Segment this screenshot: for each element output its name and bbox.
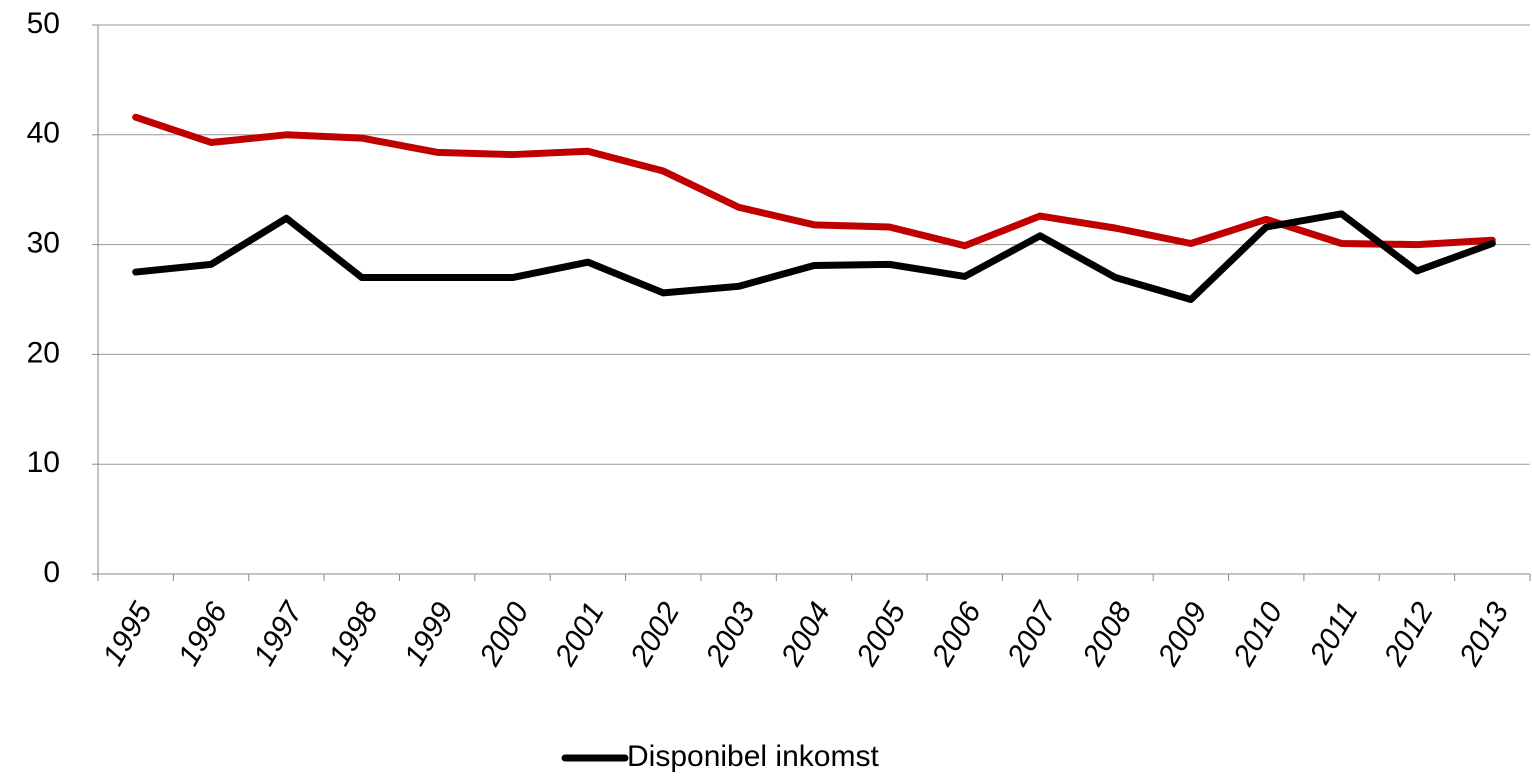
x-tick-label: 1995 [97, 597, 159, 672]
line-series [132, 210, 1496, 303]
x-tick-label: 2011 [1303, 597, 1364, 670]
x-tick-label: 2012 [1377, 597, 1440, 672]
x-tick-label: 2006 [925, 597, 988, 672]
x-tick-label: 1996 [172, 597, 234, 672]
x-tick-label: 1999 [398, 597, 460, 672]
x-tick-label: 2005 [850, 597, 913, 672]
x-tick-label: 2013 [1453, 597, 1516, 672]
x-tick-label: 2002 [624, 597, 687, 672]
x-tick-label: 2007 [1001, 596, 1064, 672]
x-tick-label: 2001 [548, 597, 610, 672]
x-tick-label: 2004 [774, 597, 836, 672]
x-tick-label: 2008 [1076, 597, 1139, 672]
x-tick-label: 2009 [1151, 597, 1214, 672]
x-tick-label: 1998 [323, 597, 385, 672]
y-tick-label: 30 [27, 227, 60, 260]
x-tick-label: 2000 [473, 597, 536, 672]
y-tick-label: 0 [43, 556, 60, 589]
legend-label: Disponibel inkomst [627, 740, 879, 773]
line-series [132, 113, 1496, 250]
x-tick-label: 1997 [247, 596, 310, 671]
y-tick-label: 10 [27, 446, 60, 479]
x-tick-label: 2010 [1227, 597, 1290, 672]
y-tick-label: 50 [27, 7, 60, 40]
x-tick-label: 2003 [699, 597, 762, 672]
y-tick-label: 20 [27, 336, 60, 369]
y-tick-label: 40 [27, 117, 60, 150]
